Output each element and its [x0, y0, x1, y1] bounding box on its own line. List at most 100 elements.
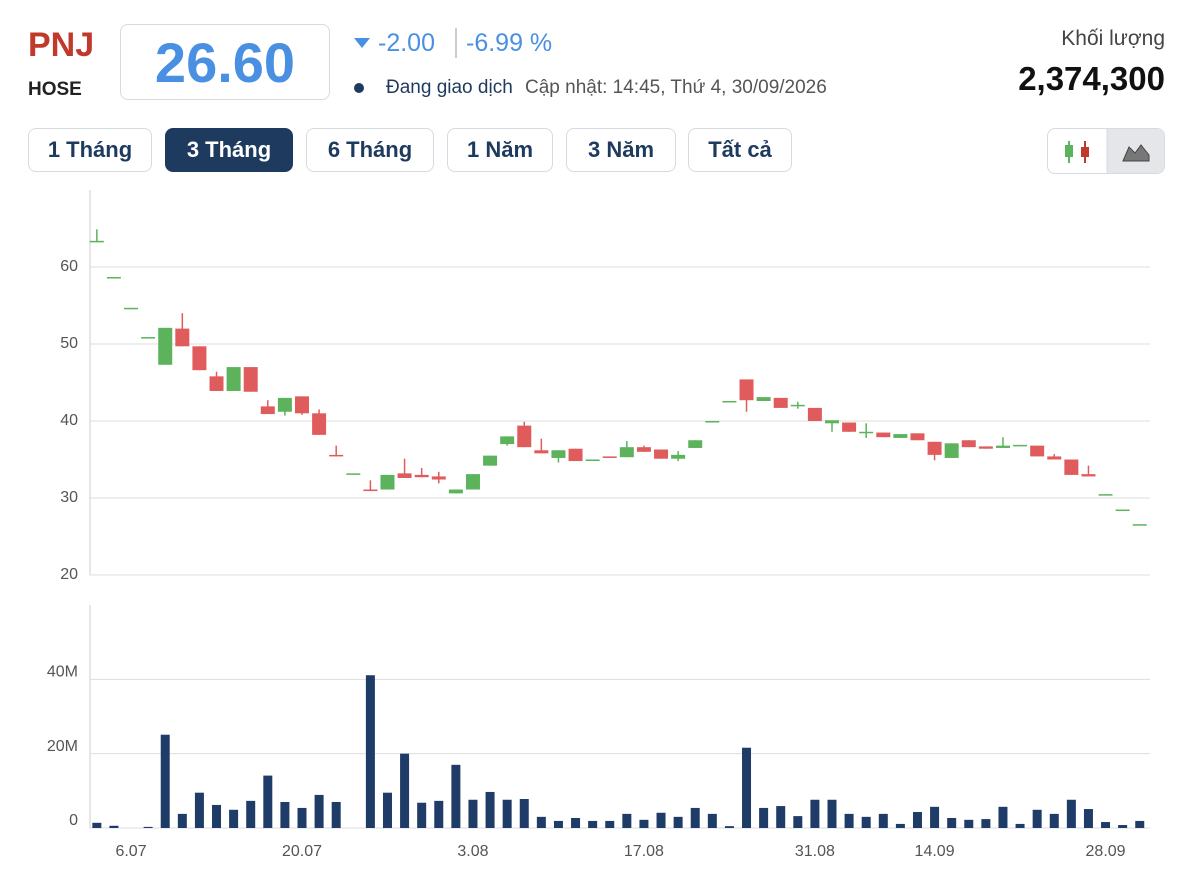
tab[interactable]: 3 Năm [566, 128, 676, 172]
x-tick-label: 20.07 [282, 843, 322, 860]
candle-body [141, 337, 156, 339]
candle-body [739, 379, 754, 401]
candle-body [226, 367, 241, 391]
volume-bar [759, 807, 769, 828]
candle-body [380, 474, 395, 490]
candle-body [397, 473, 412, 478]
price: 26.60 [120, 24, 330, 100]
volume-bar [382, 792, 392, 828]
volume-bar [194, 792, 204, 828]
volume-bar [622, 813, 632, 828]
tab[interactable]: 3 Tháng [165, 128, 293, 172]
tab[interactable]: 1 Năm [447, 128, 553, 172]
y-tick-label: 60 [60, 258, 78, 275]
candle-body [1098, 494, 1113, 496]
tab[interactable]: 6 Tháng [306, 128, 434, 172]
candle-body [465, 474, 480, 490]
volume-bar [434, 800, 444, 828]
volume-bar [553, 820, 563, 828]
candle-body [961, 440, 976, 448]
candle-body [192, 346, 207, 371]
tab[interactable]: Tất cả [688, 128, 792, 172]
candle-body [636, 447, 651, 452]
volume-bar [160, 734, 170, 828]
candle-body [1115, 509, 1130, 512]
candle-body [825, 420, 839, 424]
candle-body [209, 376, 224, 391]
volume-bar [519, 799, 529, 828]
x-tick-label: 14.09 [915, 843, 955, 860]
volume-bar [92, 822, 102, 828]
chart-type-toggle [1047, 128, 1165, 174]
volume-bar [861, 816, 871, 828]
volume-bar [998, 806, 1008, 828]
volume-bar [502, 799, 512, 828]
candle-body [944, 443, 959, 458]
volume-bar [912, 812, 922, 828]
divider [455, 28, 457, 58]
candle-body [448, 489, 463, 494]
candle-body [619, 447, 634, 458]
candle-body [568, 448, 583, 462]
candle-body [671, 454, 686, 459]
candle-body [500, 436, 515, 445]
candle-body [722, 400, 737, 403]
candle-body [431, 476, 446, 480]
candle-body [1132, 524, 1147, 526]
candle-body [807, 407, 822, 421]
candle-body [1064, 459, 1079, 475]
volume-bar [588, 820, 598, 828]
volume-bar [930, 806, 940, 828]
volume-bar [690, 807, 700, 828]
volume-bar [827, 799, 837, 828]
candle-body [790, 404, 805, 407]
candle-body [893, 434, 908, 438]
volume-bar [400, 753, 410, 828]
volume-bar [212, 804, 222, 828]
status: Đang giao dịch [386, 77, 513, 98]
volume-label: Khối lượng [1061, 27, 1165, 50]
volume-bar [742, 747, 752, 828]
volume-bar [947, 817, 957, 828]
x-tick-label: 17.08 [624, 843, 664, 860]
volume-bar [314, 794, 324, 828]
candle-body [260, 406, 275, 415]
volume-bar [280, 801, 290, 828]
volume-bar [571, 817, 581, 828]
volume-bar [143, 826, 153, 828]
volume-bar [229, 809, 239, 828]
candle-body [1030, 445, 1045, 457]
toggle-icons[interactable] [1048, 129, 1165, 174]
volume-bar [639, 819, 649, 828]
volume-bar [1118, 825, 1128, 828]
candle-body [363, 489, 378, 492]
tab[interactable]: 1 Tháng [28, 128, 152, 172]
y-tick-label: 30 [60, 489, 78, 506]
y-tick-label: 40 [60, 412, 78, 429]
volume-bar [451, 764, 461, 828]
candle-body [517, 425, 532, 448]
volume: 2,374,300 [1018, 60, 1165, 97]
exchange: HOSE [28, 79, 82, 100]
x-tick-label: 28.09 [1086, 843, 1126, 860]
volume-bar [417, 802, 427, 828]
candle-body [927, 441, 942, 455]
candle-body [654, 449, 669, 459]
candle-body [859, 431, 874, 434]
volume-bar [673, 816, 683, 828]
candle-body [688, 440, 703, 448]
candle-body [243, 367, 258, 392]
candle-body [1081, 474, 1096, 477]
candle-body [1013, 444, 1028, 447]
candle-body [602, 456, 617, 458]
volume-bar [1083, 809, 1093, 828]
change: -2.00 [378, 29, 435, 57]
candle-body [773, 397, 788, 408]
candle-body [585, 459, 600, 461]
candle-body [329, 454, 344, 457]
candle-body [312, 413, 327, 435]
volume-bar [878, 813, 888, 828]
x-tick-label: 6.07 [115, 843, 146, 860]
volume-bar [1015, 823, 1025, 828]
